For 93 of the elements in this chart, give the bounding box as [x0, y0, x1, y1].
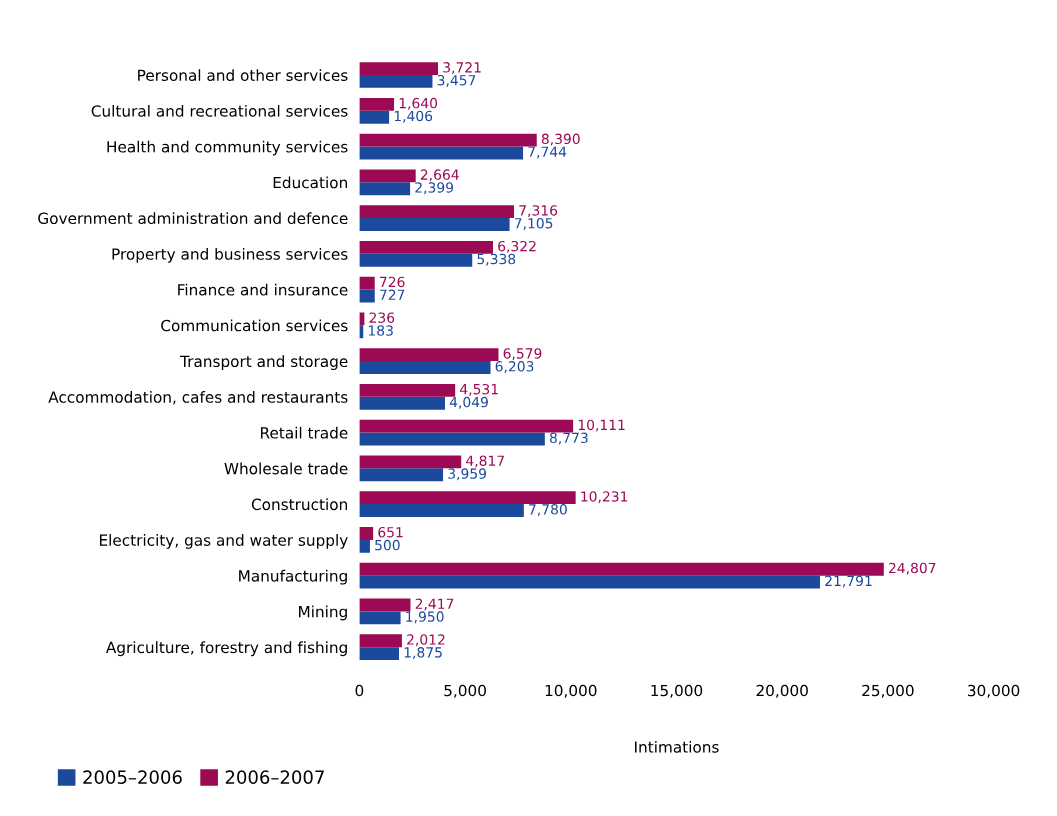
y-tick-label: Communication services — [161, 319, 348, 332]
x-tick-label: 5,000 — [444, 684, 486, 698]
y-tick-label: Finance and insurance — [178, 283, 348, 296]
data-label: 1,875 — [404, 647, 442, 660]
y-tick-label: Agriculture, forestry and fishing — [105, 641, 347, 657]
bar — [359, 383, 456, 397]
bar — [359, 575, 821, 589]
bar — [359, 218, 510, 231]
bar — [359, 598, 411, 612]
y-tick-label: Education — [273, 176, 347, 189]
data-label: 4,531 — [460, 383, 498, 396]
y-tick-label: Government administration and defence — [38, 212, 348, 225]
bar — [359, 289, 375, 303]
bar — [359, 361, 491, 374]
data-label: 7,105 — [514, 218, 553, 230]
x-tick-label: 10,000 — [545, 684, 597, 698]
y-tick-label: Manufacturing — [239, 569, 347, 585]
bar — [359, 527, 374, 540]
bar — [359, 75, 433, 88]
y-tick-label: Wholesale trade — [224, 462, 348, 475]
bar — [359, 62, 439, 75]
data-label: 236 — [369, 312, 395, 323]
data-label: 3,457 — [437, 74, 476, 87]
bar — [359, 634, 402, 648]
y-tick-label: Accommodation, cafes and restaurants — [48, 391, 348, 405]
data-label: 726 — [380, 276, 405, 288]
y-tick-label: Electricity, gas and water supply — [99, 534, 348, 549]
bar — [359, 240, 494, 254]
data-label: 4,817 — [466, 455, 504, 468]
bar — [359, 182, 411, 196]
y-tick-label: Mining — [299, 605, 347, 621]
data-label: 7,316 — [519, 205, 558, 218]
x-tick-label: 20,000 — [756, 684, 808, 698]
data-label: 1,406 — [394, 110, 433, 123]
bar — [359, 562, 884, 576]
data-label: 4,049 — [449, 396, 488, 409]
y-tick-label: Transport and storage — [180, 355, 348, 371]
legend-label: 2006–2007 — [225, 770, 324, 785]
x-axis-title: Intimations — [635, 740, 719, 753]
legend-label: 2005–2006 — [83, 770, 182, 785]
y-tick-label: Property and business services — [112, 248, 348, 263]
bar — [359, 146, 524, 160]
data-label: 3,721 — [443, 62, 481, 75]
x-tick-label: 25,000 — [862, 684, 914, 698]
bar — [359, 169, 416, 183]
data-label: 3,959 — [448, 468, 487, 481]
y-tick-label: Retail trade — [261, 426, 348, 439]
x-tick-label: 30,000 — [968, 684, 1020, 698]
data-label: 10,111 — [578, 419, 625, 432]
data-label: 2,399 — [415, 182, 454, 195]
bar — [359, 647, 400, 661]
data-label: 7,744 — [528, 146, 567, 159]
data-label: 6,203 — [495, 361, 534, 373]
data-label: 183 — [368, 325, 393, 336]
bar — [359, 468, 444, 482]
bar — [359, 253, 473, 267]
data-label: 2,417 — [415, 598, 454, 611]
data-label: 8,390 — [541, 133, 580, 146]
data-label: 2,012 — [407, 634, 445, 647]
bar — [359, 419, 574, 433]
data-label: 5,338 — [477, 253, 516, 266]
data-label: 500 — [375, 539, 400, 551]
data-label: 8,773 — [549, 432, 588, 445]
bar — [359, 539, 370, 553]
bar — [359, 611, 401, 625]
data-label: 1,640 — [399, 97, 438, 110]
y-tick-label: Personal and other services — [138, 69, 348, 82]
bar — [359, 396, 445, 410]
bar — [359, 110, 390, 124]
data-label: 10,231 — [581, 491, 628, 504]
data-label: 7,780 — [529, 504, 567, 516]
bar — [359, 276, 375, 290]
data-label: 727 — [380, 289, 405, 300]
data-label: 2,664 — [420, 169, 459, 182]
y-tick-label: Construction — [251, 498, 347, 511]
data-label: 6,579 — [503, 348, 542, 361]
data-label: 1,950 — [406, 611, 444, 624]
data-label: 24,807 — [888, 562, 936, 575]
y-tick-label: Health and community services — [107, 140, 348, 156]
bar — [359, 97, 395, 111]
bar — [359, 348, 499, 362]
data-label: 651 — [378, 526, 403, 538]
x-tick-label: 15,000 — [651, 684, 703, 698]
bar — [359, 455, 462, 469]
y-tick-label: Cultural and recreational services — [91, 104, 348, 117]
bar — [359, 504, 524, 517]
data-label: 21,791 — [825, 575, 872, 588]
bar — [359, 432, 545, 446]
data-label: 6,322 — [498, 240, 536, 253]
bar — [359, 491, 576, 505]
x-tick-label: 0 — [355, 684, 364, 697]
bar — [359, 205, 515, 219]
bar — [359, 133, 537, 147]
